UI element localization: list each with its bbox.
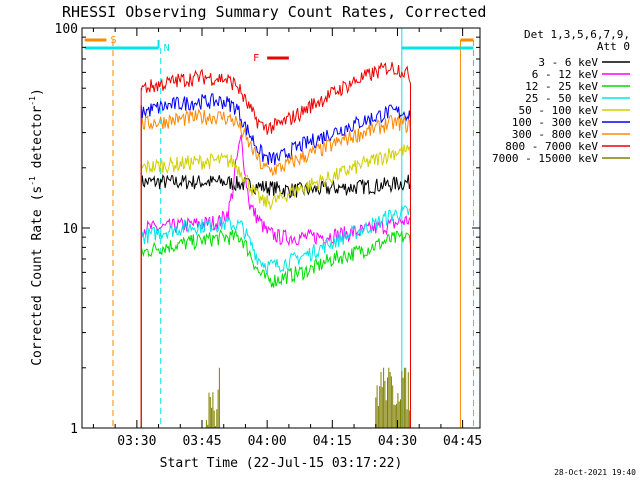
y-tick-label: 1 [70, 422, 78, 437]
series-line [140, 62, 411, 428]
legend-label: 800 - 7000 keV [505, 140, 598, 153]
x-tick-label: 03:45 [182, 434, 221, 449]
svg-text:Corrected Count Rate (s-1 dete: Corrected Count Rate (s-1 detector-1) [28, 88, 45, 366]
legend-label: 12 - 25 keV [525, 80, 598, 93]
x-tick-label: 04:15 [313, 434, 352, 449]
chart-title: RHESSI Observing Summary Count Rates, Co… [62, 3, 486, 21]
y-tick-label: 100 [55, 22, 78, 37]
series-group [140, 62, 411, 428]
y-axis-label-main: Corrected Count Rate (s [30, 186, 45, 366]
y-tick-label: 10 [62, 222, 78, 237]
y-axis-label-end: ) [30, 88, 45, 96]
legend-label: 300 - 800 keV [512, 128, 598, 141]
annotation-f-label: F [253, 53, 259, 64]
instrument-state-overlays: S N F [84, 28, 474, 428]
series-line [205, 367, 411, 428]
series-line [140, 93, 411, 428]
x-tick-label: 04:00 [248, 434, 287, 449]
legend-header-line2: Att 0 [597, 40, 630, 53]
legend-label: 100 - 300 keV [512, 116, 598, 129]
legend-label: 6 - 12 keV [532, 68, 599, 81]
legend-header-line1: Det 1,3,5,6,7,9, [524, 28, 630, 41]
x-axis-label: Start Time (22-Jul-15 03:17:22) [160, 456, 403, 471]
series-line [140, 108, 411, 428]
y-axis: 1 10 100 [55, 22, 480, 437]
series-line [140, 144, 411, 428]
y-axis-label-mid: detector [30, 106, 45, 177]
y-axis-label-sup1: -1 [28, 176, 37, 186]
x-tick-label: 04:30 [378, 434, 417, 449]
annotation-s-label: S [110, 35, 116, 46]
annotation-n-label: N [164, 43, 170, 54]
legend-label: 7000 - 15000 keV [492, 152, 598, 165]
x-tick-label: 04:45 [443, 434, 482, 449]
legend-label: 3 - 6 keV [538, 56, 598, 69]
y-axis-label-sup2: -1 [28, 96, 37, 106]
legend-label: 25 - 50 keV [525, 92, 598, 105]
x-tick-label: 03:30 [117, 434, 156, 449]
y-axis-label: Corrected Count Rate (s-1 detector-1) [28, 88, 45, 366]
series-line [140, 174, 411, 428]
series-line [140, 228, 411, 428]
legend-label: 50 - 100 keV [519, 104, 599, 117]
x-axis: 03:30 03:45 04:00 04:15 04:30 04:45 [92, 28, 482, 449]
series-line [140, 205, 411, 428]
timestamp: 28-Oct-2021 19:40 [554, 468, 636, 477]
